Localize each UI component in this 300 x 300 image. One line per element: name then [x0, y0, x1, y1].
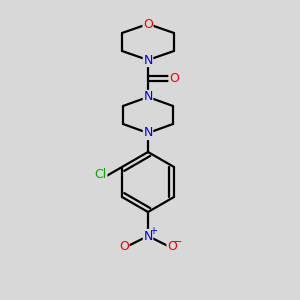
Text: O: O [167, 239, 177, 253]
Text: +: + [149, 226, 157, 236]
Text: O: O [143, 17, 153, 31]
Text: −: − [173, 237, 183, 247]
Text: N: N [143, 230, 153, 242]
Text: N: N [143, 91, 153, 103]
Text: O: O [169, 71, 179, 85]
Text: N: N [143, 127, 153, 140]
Text: O: O [119, 239, 129, 253]
Text: N: N [143, 53, 153, 67]
Text: Cl: Cl [94, 169, 107, 182]
